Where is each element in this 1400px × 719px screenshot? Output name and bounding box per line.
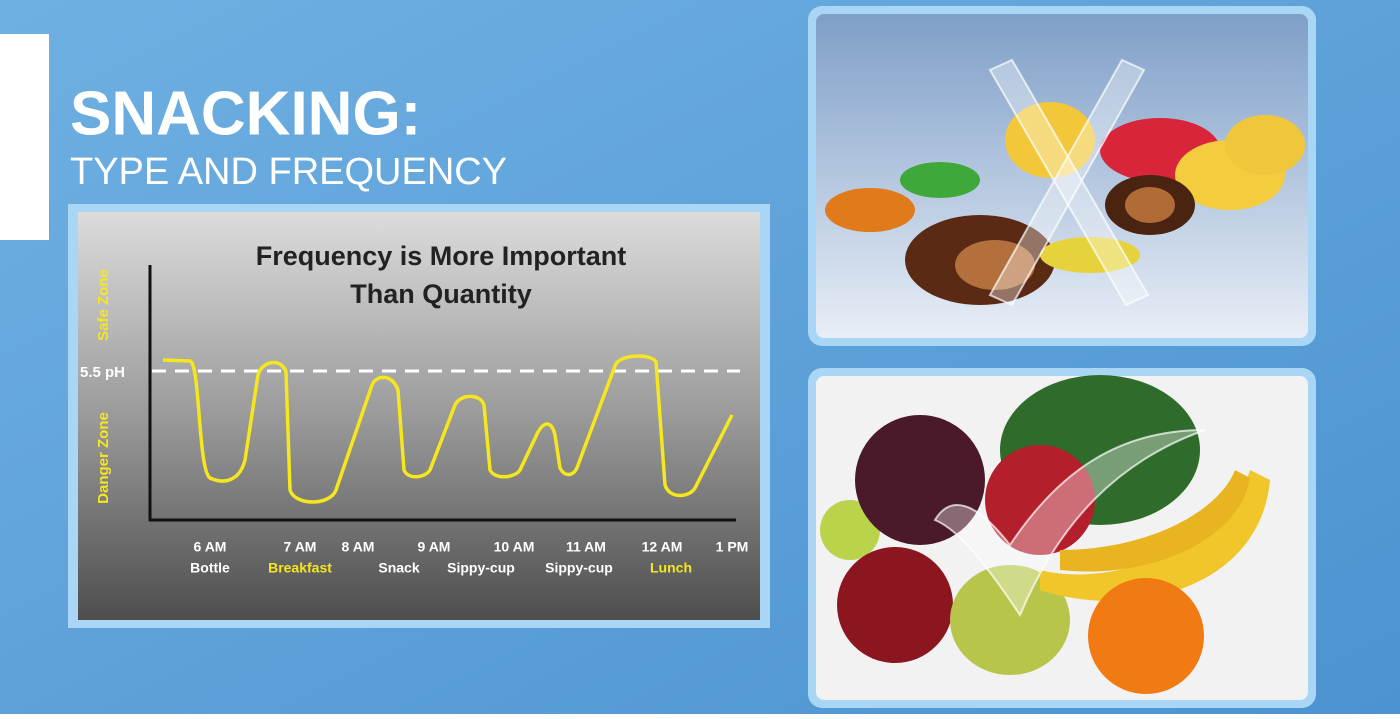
event-label: Sippy-cup	[545, 560, 613, 576]
chart-panel	[78, 212, 760, 620]
event-label: Bottle	[190, 560, 230, 576]
slide-title: SNACKING:	[70, 79, 421, 148]
x-mark	[988, 58, 1150, 307]
chart-title: Than Quantity	[350, 279, 532, 309]
x-tick-label: 8 AM	[342, 539, 375, 555]
ph-curve	[162, 354, 734, 504]
accent-bar	[0, 34, 49, 240]
slide-subtitle: TYPE AND FREQUENCY	[70, 151, 507, 193]
check-mark	[933, 429, 1206, 618]
chart-title: Frequency is More Important	[256, 241, 627, 271]
x-tick-label: 12 AM	[642, 539, 683, 555]
event-label: Breakfast	[268, 560, 332, 576]
event-label: Snack	[378, 560, 419, 576]
fruit	[820, 375, 1270, 694]
event-label: Lunch	[650, 560, 692, 576]
x-tick-label: 10 AM	[494, 539, 535, 555]
zone-label: Safe Zone	[95, 269, 112, 341]
zone-label: Danger Zone	[95, 412, 112, 504]
x-tick-label: 9 AM	[418, 539, 451, 555]
x-tick-label: 11 AM	[566, 539, 606, 555]
event-label: Sippy-cup	[447, 560, 515, 576]
x-tick-label: 6 AM	[194, 539, 227, 555]
x-tick-label: 1 PM	[716, 539, 749, 555]
x-tick-label: 7 AM	[284, 539, 317, 555]
threshold-label: 5.5 pH	[80, 364, 125, 381]
